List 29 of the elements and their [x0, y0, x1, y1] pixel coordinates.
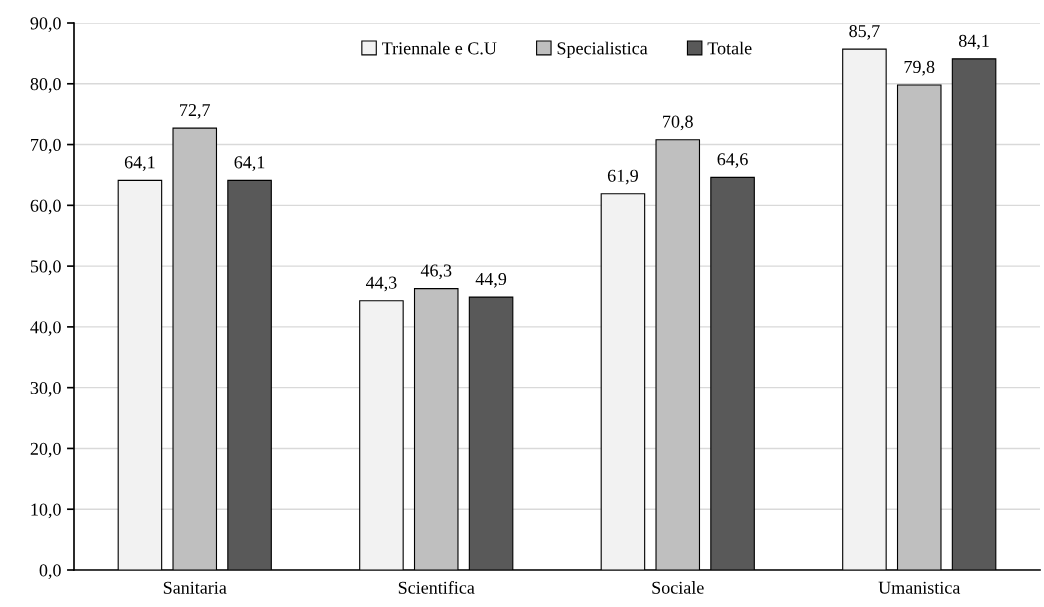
data-label: 44,3: [365, 276, 397, 292]
y-tick-label: 30,0: [30, 381, 61, 397]
y-tick-label: 0,0: [39, 564, 61, 580]
data-label: 72,7: [180, 104, 211, 119]
x-tick-label: Sociale: [652, 581, 704, 594]
data-label: 79,8: [904, 60, 935, 76]
x-tick-label: Scientifica: [398, 580, 475, 594]
data-label: 64,1: [234, 156, 265, 172]
y-tick-label: 90,0: [30, 17, 61, 33]
y-tick-label: 20,0: [30, 442, 61, 458]
legend-label: Specialistica: [557, 41, 648, 59]
data-label: 64,6: [717, 153, 748, 168]
data-label: 85,7: [849, 24, 880, 40]
data-label: 61,9: [607, 169, 638, 185]
data-label: 70,8: [663, 115, 693, 131]
x-tick-label: Umanistica: [878, 581, 961, 594]
data-label: 64,1: [124, 156, 155, 172]
y-tick-label: 80,0: [30, 78, 61, 93]
y-tick-label: 50,0: [30, 260, 61, 276]
data-label: 84,1: [958, 34, 989, 50]
x-tick-label: Sanitaria: [163, 581, 227, 594]
y-tick-label: 40,0: [30, 321, 61, 336]
data-label: 44,9: [475, 272, 507, 288]
data-label: 46,3: [420, 264, 452, 280]
legend-label: Totale: [707, 41, 752, 55]
y-tick-label: 10,0: [31, 503, 61, 519]
y-tick-label: 70,0: [31, 138, 61, 154]
y-tick-label: 60,0: [30, 199, 61, 215]
legend-label: Triennale e C.U: [382, 41, 497, 55]
